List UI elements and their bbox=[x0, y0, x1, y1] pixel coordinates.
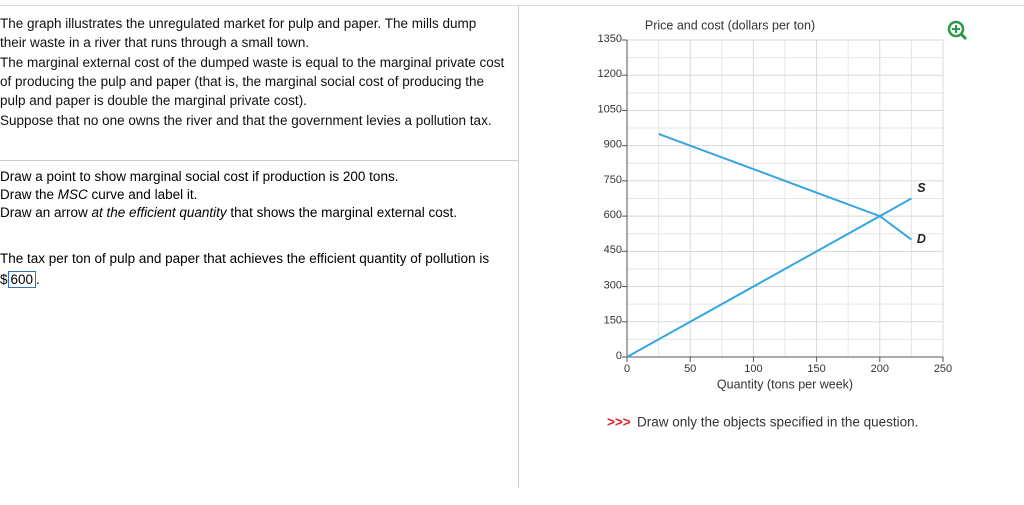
note: Draw only the objects specified in the q… bbox=[637, 415, 918, 430]
paragraph: The marginal external cost of the dumped… bbox=[0, 55, 505, 108]
tax-question: The tax per ton of pulp and paper that a… bbox=[0, 248, 505, 290]
divider bbox=[0, 5, 1024, 6]
y-tick-label: 150 bbox=[604, 315, 622, 327]
x-axis-label: Quantity (tons per week) bbox=[717, 377, 853, 391]
x-tick-label: 150 bbox=[807, 363, 825, 375]
x-tick-label: 100 bbox=[744, 363, 762, 375]
y-tick-label: 750 bbox=[604, 174, 622, 186]
text: at the efficient quantity bbox=[91, 205, 227, 220]
instruction: Draw an arrow at the efficient quantity … bbox=[0, 204, 505, 222]
y-tick-label: 1050 bbox=[598, 103, 622, 115]
x-tick-label: 0 bbox=[624, 363, 630, 375]
y-tick-label: 1200 bbox=[598, 68, 622, 80]
y-tick-label: 300 bbox=[604, 279, 622, 291]
series-label: D bbox=[917, 232, 926, 246]
text: that shows the marginal external cost. bbox=[226, 205, 457, 220]
series-line bbox=[626, 197, 912, 358]
y-axis-label: Price and cost (dollars per ton) bbox=[645, 18, 815, 32]
paragraph: The graph illustrates the unregulated ma… bbox=[0, 16, 477, 50]
text: Draw the bbox=[0, 187, 58, 202]
text: Draw an arrow bbox=[0, 205, 92, 220]
text: MSC bbox=[57, 187, 88, 202]
x-tick-label: 250 bbox=[934, 363, 952, 375]
text: curve and label it. bbox=[87, 187, 198, 202]
divider bbox=[518, 6, 519, 488]
text: . bbox=[36, 272, 40, 287]
answer-box[interactable]: 600 bbox=[7, 271, 37, 288]
series-line bbox=[658, 132, 912, 241]
y-tick-label: 450 bbox=[604, 244, 622, 256]
y-tick-label: 600 bbox=[604, 209, 622, 221]
y-tick-label: 0 bbox=[616, 350, 622, 362]
instructions: Draw a point to show marginal social cos… bbox=[0, 168, 505, 222]
question-intro: The graph illustrates the unregulated ma… bbox=[0, 14, 505, 131]
zoom-icon[interactable] bbox=[947, 20, 968, 41]
paragraph: Suppose that no one owns the river and t… bbox=[0, 113, 492, 128]
y-tick-label: 1350 bbox=[598, 33, 622, 45]
instruction: Draw a point to show marginal social cos… bbox=[0, 168, 505, 186]
divider bbox=[0, 160, 518, 161]
text: Draw a point to show marginal social cos… bbox=[0, 169, 399, 184]
x-tick-label: 50 bbox=[684, 363, 696, 375]
note-marker: >>> bbox=[607, 415, 631, 430]
y-tick-label: 900 bbox=[604, 139, 622, 151]
text: The tax per ton of pulp and paper that a… bbox=[0, 251, 490, 287]
x-tick-label: 200 bbox=[871, 363, 889, 375]
series-label: S bbox=[917, 181, 926, 195]
instruction: Draw the MSC curve and label it. bbox=[0, 186, 505, 204]
